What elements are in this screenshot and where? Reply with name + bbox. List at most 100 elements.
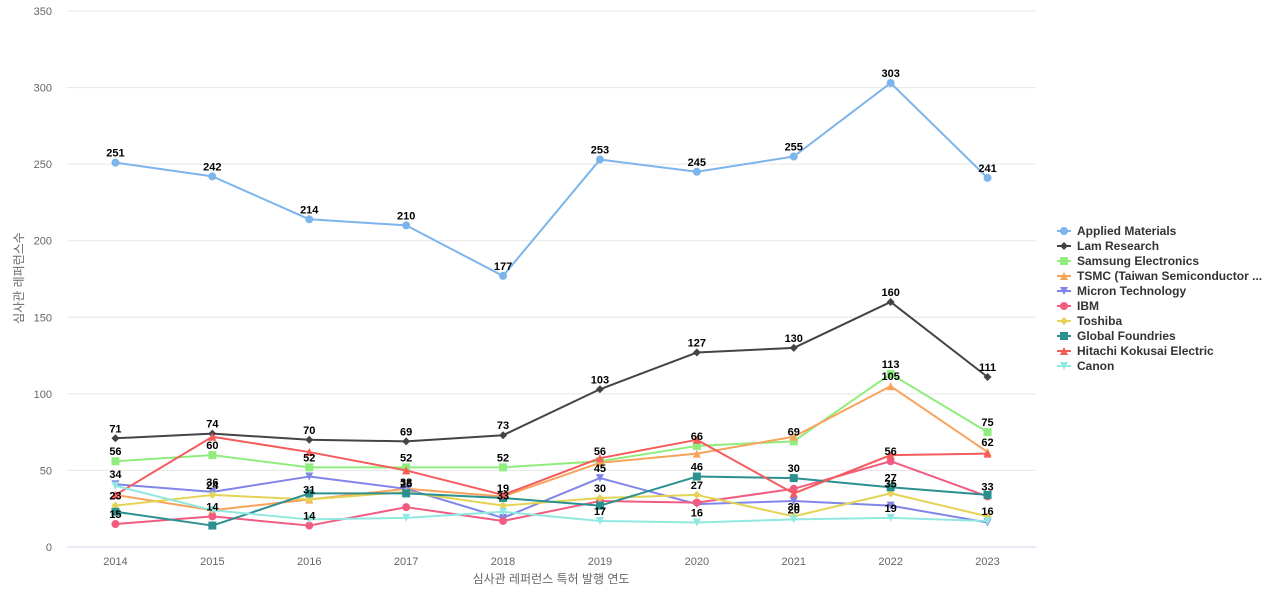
- legend-item[interactable]: Global Foundries: [1057, 329, 1176, 343]
- legend-marker-icon[interactable]: [1060, 242, 1068, 250]
- series-line-samsung-electronics[interactable]: [115, 372, 989, 469]
- data-point-samsung-electronics[interactable]: [111, 457, 120, 466]
- data-point-canon[interactable]: [789, 515, 798, 524]
- data-point-canon[interactable]: [111, 481, 120, 490]
- data-point-applied-materials[interactable]: [402, 221, 411, 230]
- data-point-canon[interactable]: [499, 507, 508, 516]
- data-point-global-foundries[interactable]: [886, 483, 895, 492]
- data-point-micron-technology[interactable]: [886, 501, 895, 510]
- data-point-hitachi-kokusai-electric[interactable]: [886, 451, 895, 460]
- data-point-lam-research[interactable]: [111, 434, 120, 443]
- data-point-hitachi-kokusai-electric[interactable]: [111, 490, 120, 499]
- data-point-applied-materials[interactable]: [111, 158, 120, 167]
- data-point-ibm[interactable]: [692, 498, 701, 507]
- data-point-applied-materials[interactable]: [208, 172, 217, 181]
- data-point-applied-materials[interactable]: [595, 155, 604, 164]
- data-point-tsmc-taiwan-semiconductor[interactable]: [886, 382, 895, 391]
- data-point-lam-research[interactable]: [595, 385, 604, 394]
- data-point-applied-materials[interactable]: [305, 215, 314, 224]
- data-point-ibm[interactable]: [789, 484, 798, 493]
- data-point-hitachi-kokusai-electric[interactable]: [692, 435, 701, 444]
- series-line-lam-research[interactable]: [115, 300, 989, 443]
- data-point-ibm[interactable]: [208, 512, 217, 521]
- data-point-hitachi-kokusai-electric[interactable]: [499, 490, 508, 499]
- data-point-toshiba[interactable]: [692, 490, 701, 499]
- data-point-applied-materials[interactable]: [886, 78, 895, 87]
- data-point-lam-research[interactable]: [692, 348, 701, 357]
- data-point-canon[interactable]: [692, 518, 701, 527]
- data-point-canon[interactable]: [886, 513, 895, 522]
- data-point-tsmc-taiwan-semiconductor[interactable]: [789, 432, 798, 441]
- data-point-canon[interactable]: [208, 506, 217, 515]
- data-point-global-foundries[interactable]: [983, 490, 992, 499]
- legend-item[interactable]: TSMC (Taiwan Semiconductor ...: [1057, 269, 1262, 283]
- data-point-hitachi-kokusai-electric[interactable]: [402, 466, 411, 475]
- data-point-micron-technology[interactable]: [789, 497, 798, 506]
- data-point-lam-research[interactable]: [789, 343, 798, 352]
- data-point-applied-materials[interactable]: [983, 173, 992, 182]
- data-point-global-foundries[interactable]: [305, 489, 314, 498]
- data-point-toshiba[interactable]: [595, 493, 604, 502]
- data-point-samsung-electronics[interactable]: [692, 441, 701, 450]
- data-point-samsung-electronics[interactable]: [208, 451, 217, 460]
- data-point-samsung-electronics[interactable]: [789, 437, 798, 446]
- legend-marker-icon[interactable]: [1060, 302, 1068, 310]
- data-point-toshiba[interactable]: [111, 501, 120, 510]
- data-point-applied-materials[interactable]: [499, 271, 508, 280]
- legend-marker-icon[interactable]: [1060, 287, 1068, 295]
- data-point-samsung-electronics[interactable]: [499, 463, 508, 472]
- data-point-canon[interactable]: [595, 516, 604, 525]
- data-point-global-foundries[interactable]: [692, 472, 701, 481]
- data-point-samsung-electronics[interactable]: [305, 463, 314, 472]
- data-point-global-foundries[interactable]: [111, 507, 120, 516]
- data-point-ibm[interactable]: [499, 516, 508, 525]
- series-line-global-foundries[interactable]: [115, 475, 988, 527]
- legend-item[interactable]: Canon: [1057, 359, 1114, 373]
- data-point-canon[interactable]: [305, 515, 314, 524]
- data-point-toshiba[interactable]: [208, 490, 217, 499]
- data-point-ibm[interactable]: [886, 457, 895, 466]
- data-point-hitachi-kokusai-electric[interactable]: [595, 454, 604, 463]
- series-line-hitachi-kokusai-electric[interactable]: [114, 435, 988, 496]
- data-point-tsmc-taiwan-semiconductor[interactable]: [595, 458, 604, 467]
- data-point-ibm[interactable]: [402, 503, 411, 512]
- data-point-lam-research[interactable]: [499, 431, 508, 440]
- data-point-canon[interactable]: [983, 516, 992, 525]
- data-point-hitachi-kokusai-electric[interactable]: [983, 449, 992, 458]
- data-point-global-foundries[interactable]: [595, 501, 604, 510]
- legend-marker-icon[interactable]: [1060, 227, 1068, 235]
- legend-item[interactable]: Samsung Electronics: [1057, 254, 1199, 268]
- data-point-hitachi-kokusai-electric[interactable]: [305, 448, 314, 457]
- data-point-global-foundries[interactable]: [402, 489, 411, 498]
- data-point-samsung-electronics[interactable]: [983, 428, 992, 437]
- series-line-canon[interactable]: [115, 484, 988, 524]
- data-point-lam-research[interactable]: [402, 437, 411, 446]
- data-point-tsmc-taiwan-semiconductor[interactable]: [692, 449, 701, 458]
- legend-marker-icon[interactable]: [1060, 272, 1068, 280]
- data-point-hitachi-kokusai-electric[interactable]: [789, 489, 798, 498]
- data-point-global-foundries[interactable]: [789, 474, 798, 483]
- data-point-hitachi-kokusai-electric[interactable]: [208, 432, 217, 441]
- legend-marker-icon[interactable]: [1060, 347, 1068, 355]
- data-point-applied-materials[interactable]: [692, 167, 701, 176]
- legend-marker-icon[interactable]: [1060, 362, 1068, 370]
- data-point-micron-technology[interactable]: [305, 472, 314, 481]
- data-point-global-foundries[interactable]: [208, 521, 217, 530]
- series-line-micron-technology[interactable]: [115, 475, 988, 524]
- series-line-tsmc-taiwan-semiconductor[interactable]: [115, 385, 989, 512]
- data-point-lam-research[interactable]: [983, 373, 992, 382]
- data-point-applied-materials[interactable]: [789, 152, 798, 161]
- data-point-ibm[interactable]: [305, 521, 314, 530]
- legend-marker-icon[interactable]: [1060, 317, 1068, 325]
- data-point-toshiba[interactable]: [886, 489, 895, 498]
- data-point-toshiba[interactable]: [499, 501, 508, 510]
- legend-item[interactable]: Micron Technology: [1057, 284, 1186, 298]
- legend-item[interactable]: IBM: [1057, 299, 1099, 313]
- data-point-toshiba[interactable]: [305, 495, 314, 504]
- data-point-lam-research[interactable]: [305, 435, 314, 444]
- data-point-micron-technology[interactable]: [595, 474, 604, 483]
- data-point-ibm[interactable]: [111, 520, 120, 529]
- data-point-canon[interactable]: [402, 513, 411, 522]
- legend-marker-icon[interactable]: [1060, 257, 1068, 265]
